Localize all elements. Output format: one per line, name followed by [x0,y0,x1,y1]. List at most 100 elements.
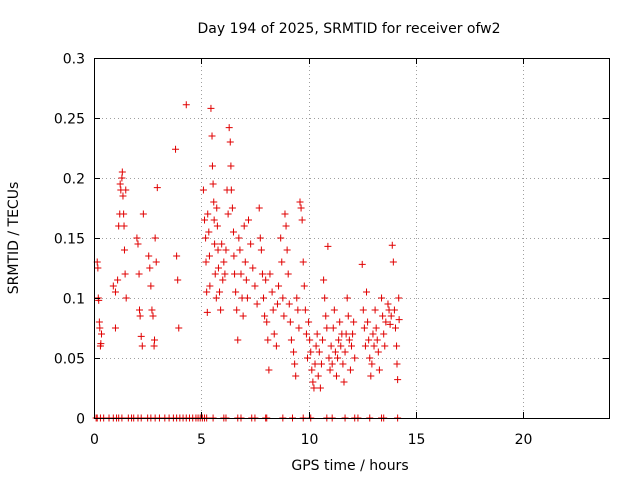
data-point [264,336,272,344]
data-point [213,204,221,212]
data-point [261,312,269,320]
data-point [344,312,352,320]
data-point [312,342,320,350]
data-point [268,288,276,296]
data-point [328,360,336,368]
data-point [275,282,283,290]
data-point [346,366,354,374]
data-point [225,124,233,132]
data-point [227,186,235,194]
data-point [214,264,222,272]
data-point [245,216,252,224]
data-point [323,324,331,332]
data-point [149,312,157,320]
data-point [202,234,210,242]
data-point [172,145,180,153]
data-point [348,342,355,350]
data-point [345,336,353,344]
y-tick-label: 0.1 [63,292,85,308]
data-point [299,258,307,266]
data-point [339,360,347,368]
data-point [316,384,324,392]
x-axis-title: GPS time / hours [291,458,408,474]
data-point [205,228,213,236]
data-point [239,312,247,320]
y-tick-label: 0.05 [54,352,85,368]
y-axis-title: SRMTID / TECUs [6,182,22,295]
data-point [219,276,227,284]
data-point [150,342,158,350]
data-point [133,234,141,242]
data-point [391,324,399,332]
data-point [358,260,366,268]
data-point [136,312,144,320]
data-point [390,306,398,314]
data-point [262,276,270,284]
data-point [109,282,117,290]
data-point [211,270,219,278]
data-point [147,282,155,290]
data-point [233,306,241,314]
data-point [378,294,386,302]
data-point [393,360,401,368]
data-point [330,306,338,314]
data-point [331,348,339,356]
data-point [229,228,237,236]
data-point [282,222,290,230]
data-point [207,104,215,112]
data-point [258,270,266,278]
data-point [210,216,218,224]
data-point [307,348,315,356]
x-tick-label: 10 [301,432,319,448]
data-point [135,270,143,278]
data-point [317,360,325,368]
data-point [269,306,277,314]
data-point [361,342,369,350]
data-point [139,210,147,218]
data-point [281,210,289,218]
y-tick-label: 0 [76,412,85,428]
data-point [208,132,216,140]
data-point [173,252,181,260]
data-point [214,246,222,254]
data-point [329,324,337,332]
data-point [367,372,375,380]
data-point [217,306,225,314]
data-point [394,376,402,384]
data-point [118,168,126,176]
data-point [350,318,358,326]
data-point [208,162,216,170]
data-point [234,336,242,344]
data-point [310,384,318,392]
data-point [300,282,308,290]
data-point [359,306,367,314]
data-point [335,336,343,344]
data-point [95,318,103,326]
data-point [278,258,286,266]
data-point [371,306,379,314]
data-point [235,234,243,242]
data-point [296,198,304,206]
data-point [204,210,212,218]
data-point [368,360,376,368]
data-point [151,336,159,344]
data-point [386,320,394,328]
data-point [379,312,387,320]
data-point [364,318,372,326]
data-point [201,216,209,224]
data-point [227,162,235,170]
data-point [152,258,160,266]
data-point [290,348,298,356]
data-point [309,378,317,386]
data-point [265,366,273,374]
x-tick-label: 15 [408,432,426,448]
data-point [230,252,238,260]
data-point [273,300,281,308]
data-point [285,300,293,308]
data-point [242,276,250,284]
data-point [321,294,329,302]
data-point [315,348,323,356]
data-point [94,264,102,272]
data-point [373,336,381,344]
